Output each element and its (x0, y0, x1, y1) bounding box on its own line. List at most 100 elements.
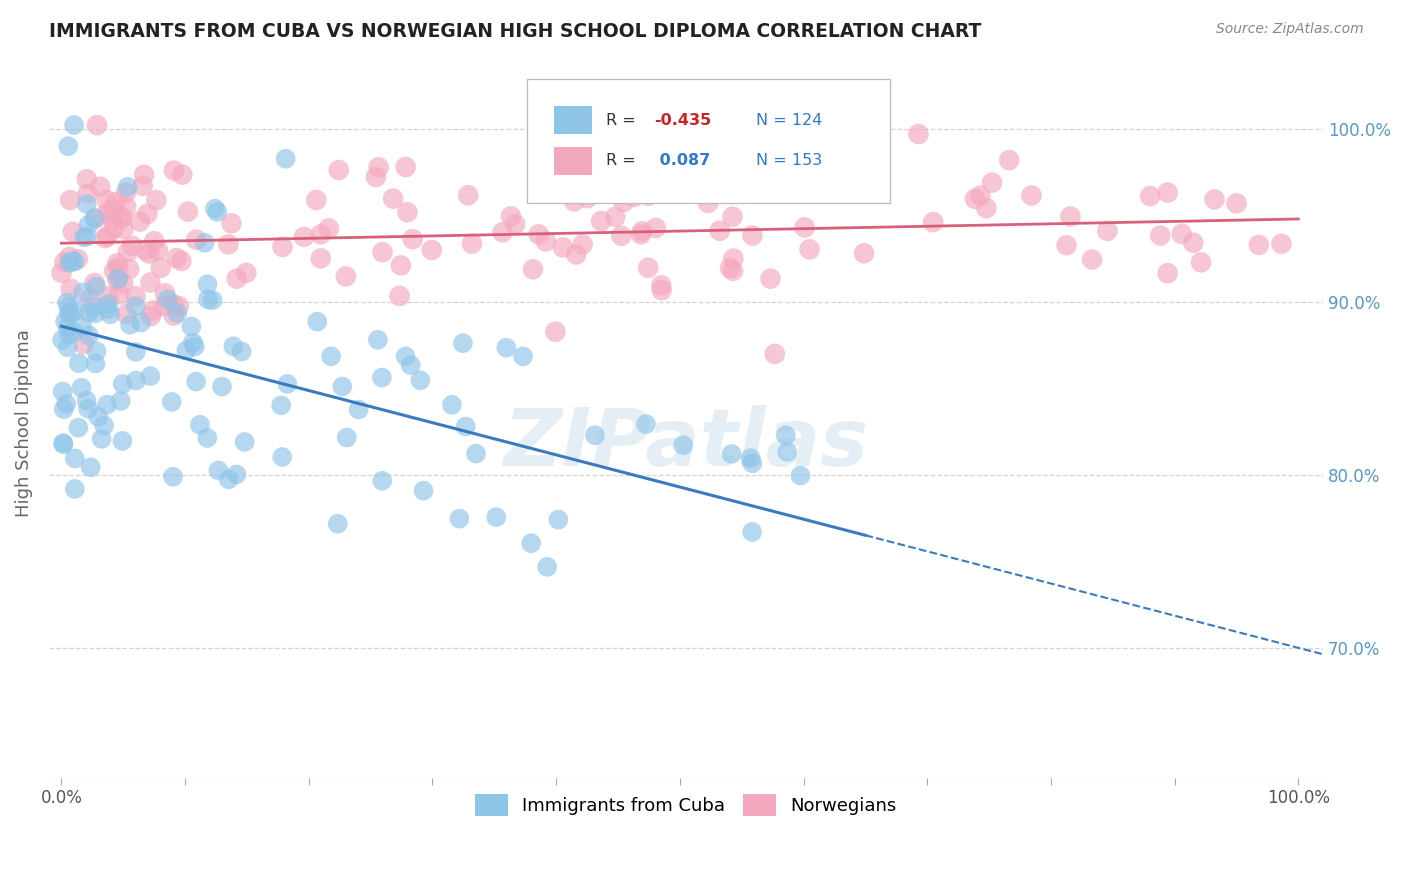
Point (586, 185, 609, 199)
Point (55, 397, 77, 411)
Point (156, 293, 179, 307)
Point (307, 315, 329, 329)
Point (73, 230, 96, 244)
Point (139, 276, 162, 290)
Point (389, 259, 412, 273)
Point (117, 179, 139, 194)
Point (121, 239, 143, 253)
Point (52, 384, 75, 399)
Point (149, 260, 172, 275)
Point (402, 232, 425, 246)
Point (59, 282, 82, 296)
Point (522, 262, 544, 277)
Point (83, 211, 105, 226)
Point (575, 191, 598, 205)
Point (495, 341, 517, 355)
Point (981, 176, 1004, 190)
Point (309, 252, 332, 266)
Point (112, 277, 135, 291)
Point (197, 293, 219, 307)
Point (131, 178, 153, 193)
Point (153, 286, 176, 301)
Point (225, 271, 247, 285)
Point (969, 188, 991, 202)
Point (1182, 235, 1205, 250)
Point (499, 210, 522, 224)
Point (97, 302, 120, 317)
Point (128, 214, 150, 228)
Point (56, 340, 79, 354)
Point (721, 264, 744, 278)
Legend: Immigrants from Cuba, Norwegians: Immigrants from Cuba, Norwegians (467, 785, 905, 825)
Point (90, 432, 112, 446)
Point (77, 401, 100, 416)
Point (139, 309, 162, 323)
Point (720, 447, 742, 461)
Point (318, 221, 340, 235)
Point (449, 511, 471, 525)
Point (723, 252, 745, 266)
Point (465, 447, 488, 461)
Point (142, 303, 165, 318)
Point (1081, 252, 1104, 267)
Point (1170, 227, 1192, 241)
Point (1149, 228, 1171, 243)
Point (107, 271, 129, 285)
Point (76, 186, 98, 201)
Point (125, 374, 148, 388)
Point (440, 398, 463, 412)
Point (166, 306, 188, 320)
Point (544, 325, 567, 339)
Point (1156, 266, 1178, 280)
Point (195, 431, 218, 445)
Point (610, 228, 633, 243)
Point (853, 246, 876, 260)
Point (759, 271, 782, 285)
Point (233, 434, 256, 449)
Point (110, 393, 132, 408)
Point (1247, 238, 1270, 252)
Point (110, 210, 132, 224)
Point (547, 512, 569, 526)
Point (115, 307, 138, 321)
Point (637, 188, 659, 202)
Point (631, 224, 654, 238)
Point (181, 335, 204, 350)
Point (709, 224, 731, 238)
Text: R =: R = (606, 153, 641, 169)
Point (640, 179, 662, 194)
Point (571, 237, 593, 252)
Point (52, 402, 75, 417)
Point (976, 201, 998, 215)
Point (645, 124, 668, 138)
Point (276, 376, 298, 391)
Point (591, 214, 613, 228)
Point (112, 222, 135, 236)
Point (184, 339, 207, 353)
Point (650, 278, 672, 293)
Point (76, 197, 98, 211)
Point (347, 402, 370, 417)
Point (630, 227, 652, 242)
Point (80, 460, 103, 475)
Point (271, 240, 294, 254)
Point (134, 243, 156, 257)
Point (204, 202, 226, 216)
Point (330, 379, 353, 393)
Point (335, 269, 357, 284)
Text: Source: ZipAtlas.com: Source: ZipAtlas.com (1216, 22, 1364, 37)
Point (565, 247, 588, 261)
Point (79, 292, 101, 306)
Point (1270, 236, 1292, 251)
FancyBboxPatch shape (554, 146, 592, 175)
Point (799, 243, 821, 257)
Point (96, 398, 118, 412)
Point (125, 345, 148, 359)
Text: IMMIGRANTS FROM CUBA VS NORWEGIAN HIGH SCHOOL DIPLOMA CORRELATION CHART: IMMIGRANTS FROM CUBA VS NORWEGIAN HIGH S… (49, 22, 981, 41)
Point (62, 254, 84, 268)
Point (998, 153, 1021, 168)
Point (76, 172, 98, 186)
Point (536, 560, 558, 574)
Point (162, 297, 184, 311)
Point (721, 210, 744, 224)
